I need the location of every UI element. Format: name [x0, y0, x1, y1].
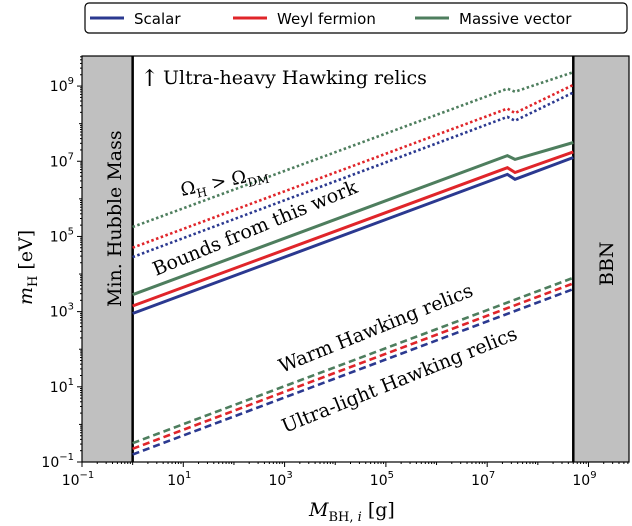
up-arrow-icon: ↑	[140, 66, 159, 92]
x-axis-label: MBH, i [g]	[308, 499, 395, 525]
series-scalar-dashed	[132, 287, 574, 456]
bbn-label: BBN	[596, 241, 618, 286]
legend-label-vector: Massive vector	[459, 10, 572, 28]
min-hubble-label: Min. Hubble Mass	[104, 130, 126, 307]
series-massive-vector-solid	[132, 141, 574, 297]
series-weyl-fermion-solid	[132, 150, 574, 308]
legend-label-scalar: Scalar	[134, 10, 181, 28]
x-tick-label: 10−1	[62, 470, 95, 489]
x-tick-label: 109	[572, 470, 596, 489]
legend-label-weyl: Weyl fermion	[277, 10, 376, 28]
x-tick-label: 101	[167, 470, 191, 489]
y-tick-label: 10−1	[41, 452, 74, 471]
y-tick-label: 101	[50, 377, 74, 396]
legend: Scalar Weyl fermion Massive vector	[84, 2, 628, 34]
ultra-heavy-label: Ultra-heavy Hawking relics	[163, 67, 427, 89]
x-tick-label: 103	[268, 470, 292, 489]
series-weyl-fermion-dotted	[132, 83, 574, 249]
series-scalar-dotted	[132, 91, 574, 259]
legend-box	[84, 2, 628, 34]
series-weyl-fermion-dashed	[132, 282, 574, 451]
series-massive-vector-dashed	[132, 276, 574, 445]
y-axis-label: mH [eV]	[15, 230, 41, 305]
ticks: 10−1 101 103 105 107 109 10−1 101 103 105 107 109	[41, 56, 629, 489]
y-tick-label: 103	[50, 302, 74, 321]
plot-area	[82, 56, 629, 462]
min-hubble-band	[82, 56, 133, 462]
y-tick-label: 107	[50, 151, 74, 170]
series-group	[132, 70, 574, 456]
y-tick-label: 105	[50, 226, 74, 245]
series-scalar-solid	[132, 156, 574, 315]
x-tick-label: 105	[370, 470, 394, 489]
bbn-band	[573, 56, 629, 462]
y-tick-label: 109	[50, 76, 74, 95]
plot-frame	[81, 55, 630, 463]
x-tick-label: 107	[471, 470, 495, 489]
